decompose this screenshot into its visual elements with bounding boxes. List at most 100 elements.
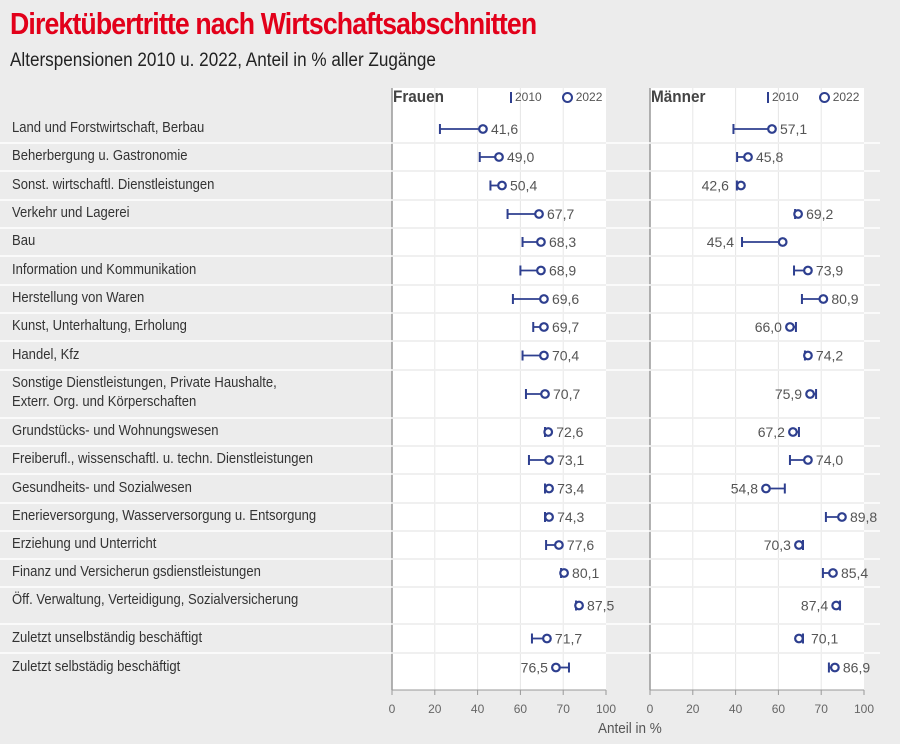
marker-2022 [829, 662, 840, 673]
panel-title-frauen: Frauen [393, 87, 445, 106]
x-tick-label: 100 [596, 702, 616, 716]
x-tick-label: 0 [647, 702, 654, 716]
marker-2022 [803, 350, 813, 361]
x-tick-label: 60 [514, 702, 528, 716]
value-label: 70,3 [764, 537, 791, 553]
legend-2022-label: 2022 [832, 90, 860, 104]
value-label: 68,3 [549, 234, 576, 250]
marker-2022 [536, 265, 546, 276]
legend-2022-marker [818, 91, 830, 103]
value-label: 87,5 [587, 598, 614, 614]
category-label: Land und Forstwirtschaft, Berbau [12, 120, 205, 136]
marker-2022 [534, 209, 544, 219]
x-tick-label: 20 [686, 702, 700, 716]
chart-subtitle: Alterspensionen 2010 u. 2022, Anteil in … [10, 50, 436, 71]
value-label: 73,1 [557, 452, 584, 468]
chart-title: Direktübertritte nach Wirtschaftsabschni… [10, 6, 537, 41]
value-label: 73,9 [816, 263, 843, 279]
marker-2022 [818, 294, 829, 304]
value-label: 45,4 [707, 234, 734, 250]
value-label: 80,9 [831, 291, 858, 307]
marker-2022 [542, 633, 552, 644]
category-label: Erziehung und Unterricht [12, 536, 157, 552]
value-label: 74,2 [816, 348, 843, 364]
x-axis-title: Anteil in % [598, 720, 662, 737]
marker-2022 [785, 322, 795, 332]
marker-2022 [536, 237, 546, 247]
value-label: 69,7 [552, 319, 579, 335]
x-tick-label: 70 [557, 702, 571, 716]
marker-2022 [539, 322, 549, 332]
category-label: Sonstige Dienstleistungen, Private Haush… [12, 375, 277, 410]
marker-2022 [551, 662, 561, 673]
value-label: 72,6 [556, 424, 583, 440]
category-label: Herstellung von Waren [12, 290, 145, 306]
marker-2022 [767, 124, 777, 134]
category-label: Handel, Kfz [12, 346, 80, 363]
category-label: Beherbergung u. Gastronomie [12, 148, 188, 164]
value-label: 74,0 [816, 452, 843, 468]
value-label: 76,5 [521, 660, 548, 676]
marker-2022 [761, 483, 771, 494]
marker-2022 [837, 512, 847, 522]
marker-2022 [736, 180, 746, 191]
legend-frauen: 2010 2022 [510, 90, 602, 104]
value-label: 70,4 [552, 348, 579, 364]
marker-2022 [539, 350, 549, 361]
legend-2010-marker [767, 91, 769, 103]
value-label: 74,3 [557, 509, 584, 525]
value-label: 42,6 [702, 178, 729, 194]
value-label: 86,9 [843, 660, 870, 676]
value-label: 54,8 [731, 481, 758, 497]
value-label: 41,6 [491, 121, 518, 137]
legend-2022-marker [561, 91, 573, 103]
marker-2022 [559, 568, 569, 578]
category-label: Gesundheits- und Sozialwesen [12, 479, 192, 496]
legend-2010-label: 2010 [515, 90, 542, 104]
marker-2022 [803, 265, 813, 276]
value-label: 66,0 [755, 319, 782, 335]
value-label: 70,7 [553, 386, 580, 402]
value-label: 50,4 [510, 178, 537, 194]
category-label: Information und Kommunikation [12, 261, 197, 278]
marker-2022 [574, 600, 584, 611]
marker-2022 [478, 124, 488, 134]
marker-2022 [494, 152, 504, 162]
legend-2010-marker [510, 91, 512, 103]
category-label: Öff. Verwaltung, Verteidigung, Sozialver… [12, 592, 299, 608]
category-label: Zuletzt selbstädig beschäftigt [12, 658, 181, 675]
legend-2022-label: 2022 [575, 90, 603, 104]
value-label: 68,9 [549, 263, 576, 279]
category-label: Freiberufl., wissenschaftl. u. techn. Di… [12, 451, 314, 467]
value-label: 45,8 [756, 149, 783, 165]
marker-2022 [805, 389, 815, 399]
category-label: Sonst. wirtschaftl. Dienstleistungen [12, 176, 215, 193]
marker-2022 [831, 600, 842, 611]
value-label: 75,9 [775, 386, 802, 402]
value-label: 77,6 [567, 537, 594, 553]
marker-2022 [828, 568, 838, 578]
value-label: 85,4 [841, 565, 868, 581]
x-tick-label: 20 [428, 702, 442, 716]
marker-2022 [497, 180, 507, 191]
value-label: 89,8 [850, 509, 877, 525]
marker-2022 [544, 483, 554, 494]
category-label: Enerieversorgung, Wasserversorgung u. En… [12, 508, 317, 524]
category-label: Verkehr und Lagerei [12, 205, 130, 221]
marker-2022 [539, 294, 549, 304]
marker-2022 [544, 455, 554, 465]
value-label: 73,4 [557, 481, 584, 497]
marker-2022 [794, 540, 804, 550]
marker-2022 [554, 540, 564, 550]
value-label: 49,0 [507, 149, 534, 165]
value-label: 87,4 [801, 598, 828, 614]
category-label: Finanz und Versicherun gsdienstleistunge… [12, 564, 261, 580]
legend-maenner: 2010 2022 [767, 90, 859, 104]
category-label: Zuletzt unselbständig beschäftigt [12, 629, 203, 646]
marker-2022 [544, 512, 554, 522]
marker-2022 [794, 633, 804, 644]
value-label: 69,2 [806, 206, 833, 222]
marker-2022 [777, 237, 788, 247]
